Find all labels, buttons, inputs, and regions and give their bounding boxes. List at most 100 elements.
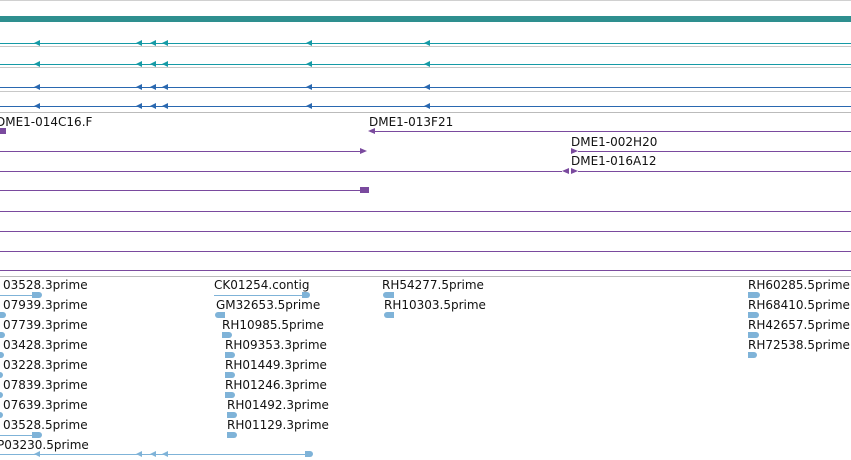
est-feature[interactable]: [225, 392, 235, 398]
clone-track[interactable]: [0, 190, 362, 191]
strand-arrow-icon: [34, 451, 40, 457]
est-feature[interactable]: [748, 312, 759, 318]
strand-arrow-icon: [162, 103, 168, 109]
strand-arrow-icon: [306, 61, 312, 67]
clone-feature[interactable]: [360, 187, 369, 193]
est-feature[interactable]: [748, 332, 759, 338]
strand-arrow-icon: [34, 40, 40, 46]
est-label[interactable]: RH01492.3prime: [227, 398, 329, 412]
est-feature[interactable]: [222, 332, 232, 338]
strand-arrow-icon: [136, 84, 142, 90]
est-label[interactable]: RH10303.5prime: [384, 298, 486, 312]
strand-arrow-icon: [424, 103, 430, 109]
strand-arrow-icon: [150, 61, 156, 67]
est-feature[interactable]: [32, 432, 42, 438]
track-divider: [0, 46, 851, 47]
est-feature[interactable]: [748, 352, 757, 358]
est-feature[interactable]: [32, 292, 42, 298]
est-label[interactable]: RH42657.5prime: [748, 318, 850, 332]
strand-arrow-icon: [150, 103, 156, 109]
strand-arrow-icon: [562, 168, 569, 174]
est-label[interactable]: RH01129.3prime: [227, 418, 329, 432]
est-feature[interactable]: [225, 372, 235, 378]
top-border: [0, 0, 851, 1]
clone-label[interactable]: DME1-016A12: [571, 154, 657, 168]
est-label[interactable]: RH54277.5prime: [382, 278, 484, 292]
strand-arrow-icon: [162, 84, 168, 90]
est-feature[interactable]: [0, 392, 3, 398]
est-feature[interactable]: [305, 451, 313, 457]
est-label[interactable]: RH01246.3prime: [225, 378, 327, 392]
est-feature[interactable]: [0, 332, 5, 338]
clone-label[interactable]: DME1-013F21: [369, 115, 454, 129]
strand-arrow-icon: [571, 148, 578, 154]
strand-arrow-icon: [368, 128, 375, 134]
strand-arrow-icon: [306, 40, 312, 46]
strand-arrow-icon: [360, 148, 367, 154]
est-feature[interactable]: [215, 312, 225, 318]
clone-track[interactable]: [0, 251, 851, 252]
clone-track[interactable]: [375, 131, 851, 132]
est-label[interactable]: RH60285.5prime: [748, 278, 850, 292]
clone-track[interactable]: [0, 211, 851, 212]
est-label[interactable]: RH10985.5prime: [222, 318, 324, 332]
clone-track[interactable]: [0, 151, 360, 152]
est-label[interactable]: 07839.3prime: [3, 378, 88, 392]
est-label[interactable]: 07939.3prime: [3, 298, 88, 312]
est-track[interactable]: [0, 295, 36, 296]
est-feature[interactable]: [225, 352, 235, 358]
section-divider: [0, 276, 851, 277]
est-label[interactable]: RH09353.3prime: [225, 338, 327, 352]
strand-arrow-icon: [150, 84, 156, 90]
track-divider: [0, 67, 851, 68]
est-label[interactable]: 03528.3prime: [3, 278, 88, 292]
strand-arrow-icon: [162, 61, 168, 67]
strand-arrow-icon: [162, 451, 168, 457]
strand-arrow-icon: [34, 61, 40, 67]
clone-feature[interactable]: [0, 128, 6, 134]
est-track[interactable]: [0, 454, 312, 455]
strand-arrow-icon: [34, 84, 40, 90]
strand-arrow-icon: [424, 61, 430, 67]
est-track[interactable]: [0, 435, 36, 436]
section-divider: [0, 112, 851, 113]
est-label[interactable]: 03428.3prime: [3, 338, 88, 352]
clone-label[interactable]: DME1-014C16.F: [0, 115, 93, 129]
est-feature[interactable]: [748, 292, 760, 298]
clone-track[interactable]: [0, 171, 562, 172]
strand-arrow-icon: [306, 84, 312, 90]
clone-track[interactable]: [0, 270, 851, 271]
est-label[interactable]: P03230.5prime: [0, 438, 89, 452]
clone-track[interactable]: [0, 231, 851, 232]
est-label[interactable]: RH72538.5prime: [748, 338, 850, 352]
strand-arrow-icon: [150, 451, 156, 457]
clone-track[interactable]: [578, 151, 851, 152]
est-feature[interactable]: [0, 412, 3, 418]
est-track[interactable]: [214, 295, 306, 296]
est-label[interactable]: RH01449.3prime: [225, 358, 327, 372]
est-feature[interactable]: [227, 412, 237, 418]
est-feature[interactable]: [0, 352, 4, 358]
est-label[interactable]: 07739.3prime: [3, 318, 88, 332]
strand-arrow-icon: [424, 40, 430, 46]
strand-arrow-icon: [136, 103, 142, 109]
strand-arrow-icon: [306, 103, 312, 109]
est-feature[interactable]: [383, 292, 394, 298]
est-feature[interactable]: [302, 292, 310, 298]
est-label[interactable]: 03228.3prime: [3, 358, 88, 372]
est-label[interactable]: GM32653.5prime: [216, 298, 321, 312]
strand-arrow-icon: [162, 40, 168, 46]
gene-band[interactable]: [0, 16, 851, 22]
est-label[interactable]: RH68410.5prime: [748, 298, 850, 312]
clone-label[interactable]: DME1-002H20: [571, 135, 658, 149]
strand-arrow-icon: [34, 103, 40, 109]
est-label[interactable]: 07639.3prime: [3, 398, 88, 412]
est-feature[interactable]: [227, 432, 237, 438]
est-label[interactable]: 03528.5prime: [3, 418, 88, 432]
est-label[interactable]: CK01254.contig: [214, 278, 310, 292]
est-feature[interactable]: [384, 312, 394, 318]
strand-arrow-icon: [571, 168, 578, 174]
est-feature[interactable]: [0, 312, 6, 318]
est-feature[interactable]: [0, 372, 3, 378]
clone-track[interactable]: [578, 171, 851, 172]
